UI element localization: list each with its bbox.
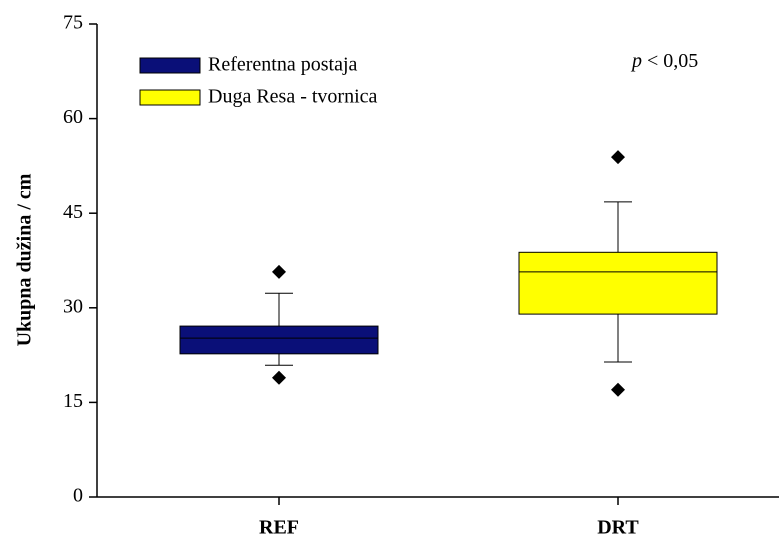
outlier: [272, 264, 286, 279]
y-tick-label: 75: [63, 12, 83, 34]
y-tick-label: 30: [63, 295, 83, 317]
legend-label: Duga Resa - tvornica: [208, 86, 378, 108]
y-tick-label: 15: [63, 390, 83, 412]
annotation-p: p: [630, 50, 642, 72]
x-tick-label: REF: [259, 517, 299, 539]
y-tick-label: 0: [73, 485, 83, 507]
annotation-text: < 0,05: [647, 50, 698, 72]
x-tick-label: DRT: [597, 517, 639, 539]
legend-label: Referentna postaja: [208, 54, 357, 76]
box: [179, 325, 379, 355]
box: [518, 251, 718, 315]
annotation: p < 0,05: [630, 50, 698, 72]
outlier: [272, 370, 286, 385]
legend-swatch: [139, 57, 201, 74]
y-tick-label: 45: [63, 201, 83, 223]
outlier: [611, 382, 625, 397]
legend-swatch: [139, 89, 201, 106]
outlier: [611, 150, 625, 165]
y-axis-label: Ukupna dužina / cm: [14, 173, 36, 346]
y-tick-label: 60: [63, 106, 83, 128]
